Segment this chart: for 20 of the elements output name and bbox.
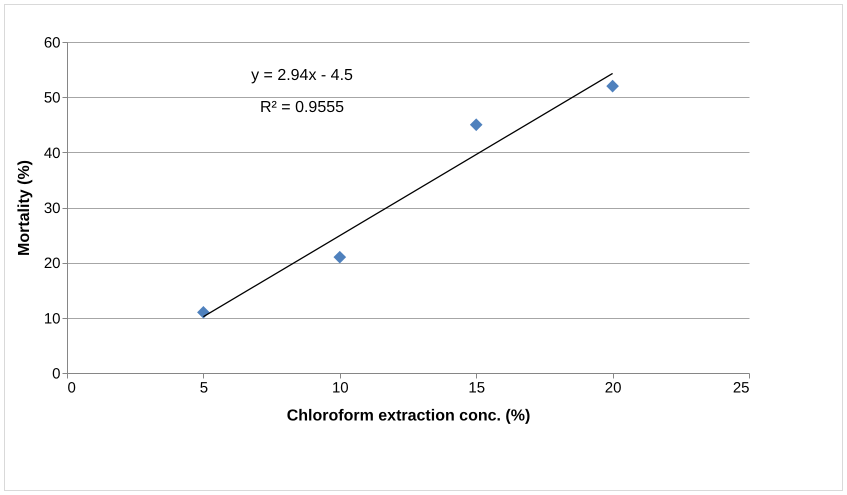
- x-tick-label: 10: [332, 380, 349, 396]
- y-tick-label: 50: [44, 90, 60, 107]
- y-tick-label: 20: [44, 255, 60, 272]
- point: [470, 118, 483, 132]
- y-tick-label: 10: [44, 310, 60, 328]
- point: [333, 250, 346, 264]
- y-axis-title: Mortality (%): [16, 160, 33, 256]
- y-tick-label: 30: [44, 200, 60, 217]
- point: [606, 80, 619, 92]
- x-tick-label: 25: [732, 380, 750, 396]
- y-tick-label: 0: [52, 366, 60, 382]
- annotation: R² = 0.9555: [260, 99, 344, 116]
- x-tick-label: 15: [468, 380, 486, 396]
- x-tick-label: 5: [200, 380, 208, 396]
- annotation: y = 2.94x - 4.5: [251, 67, 354, 84]
- x-tick-label: 0: [68, 380, 76, 396]
- y-tick-label: 60: [44, 34, 60, 52]
- x-tick-label: 20: [604, 380, 622, 396]
- x-axis-title: Chloroform extraction conc. (%): [286, 408, 530, 424]
- y-tick-label: 40: [44, 144, 60, 162]
